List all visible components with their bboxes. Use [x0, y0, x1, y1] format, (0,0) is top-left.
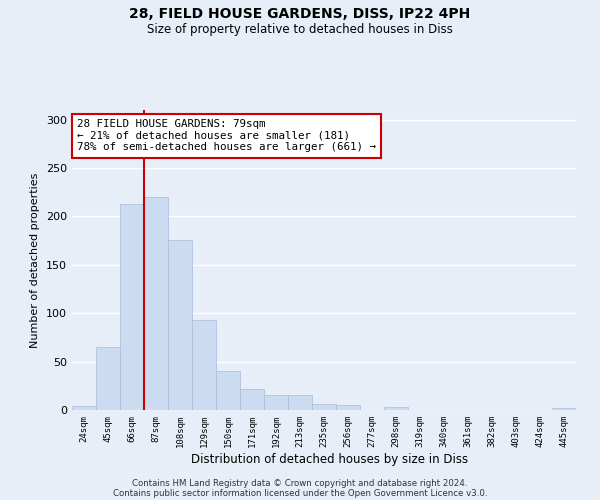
Text: Contains public sector information licensed under the Open Government Licence v3: Contains public sector information licen…	[113, 488, 487, 498]
Bar	[552, 408, 576, 410]
Bar	[384, 407, 408, 410]
Bar	[168, 240, 192, 410]
Bar	[336, 405, 360, 410]
Text: Contains HM Land Registry data © Crown copyright and database right 2024.: Contains HM Land Registry data © Crown c…	[132, 478, 468, 488]
Text: 28, FIELD HOUSE GARDENS, DISS, IP22 4PH: 28, FIELD HOUSE GARDENS, DISS, IP22 4PH	[130, 8, 470, 22]
Bar	[72, 406, 96, 410]
Bar	[192, 320, 216, 410]
Bar	[144, 197, 168, 410]
Bar	[288, 396, 312, 410]
Bar	[264, 394, 288, 410]
Bar	[312, 404, 336, 410]
Y-axis label: Number of detached properties: Number of detached properties	[31, 172, 40, 348]
Text: 28 FIELD HOUSE GARDENS: 79sqm
← 21% of detached houses are smaller (181)
78% of : 28 FIELD HOUSE GARDENS: 79sqm ← 21% of d…	[77, 119, 376, 152]
Text: Distribution of detached houses by size in Diss: Distribution of detached houses by size …	[191, 452, 469, 466]
Bar	[216, 372, 240, 410]
Text: Size of property relative to detached houses in Diss: Size of property relative to detached ho…	[147, 22, 453, 36]
Bar	[96, 347, 120, 410]
Bar	[240, 388, 264, 410]
Bar	[120, 204, 144, 410]
